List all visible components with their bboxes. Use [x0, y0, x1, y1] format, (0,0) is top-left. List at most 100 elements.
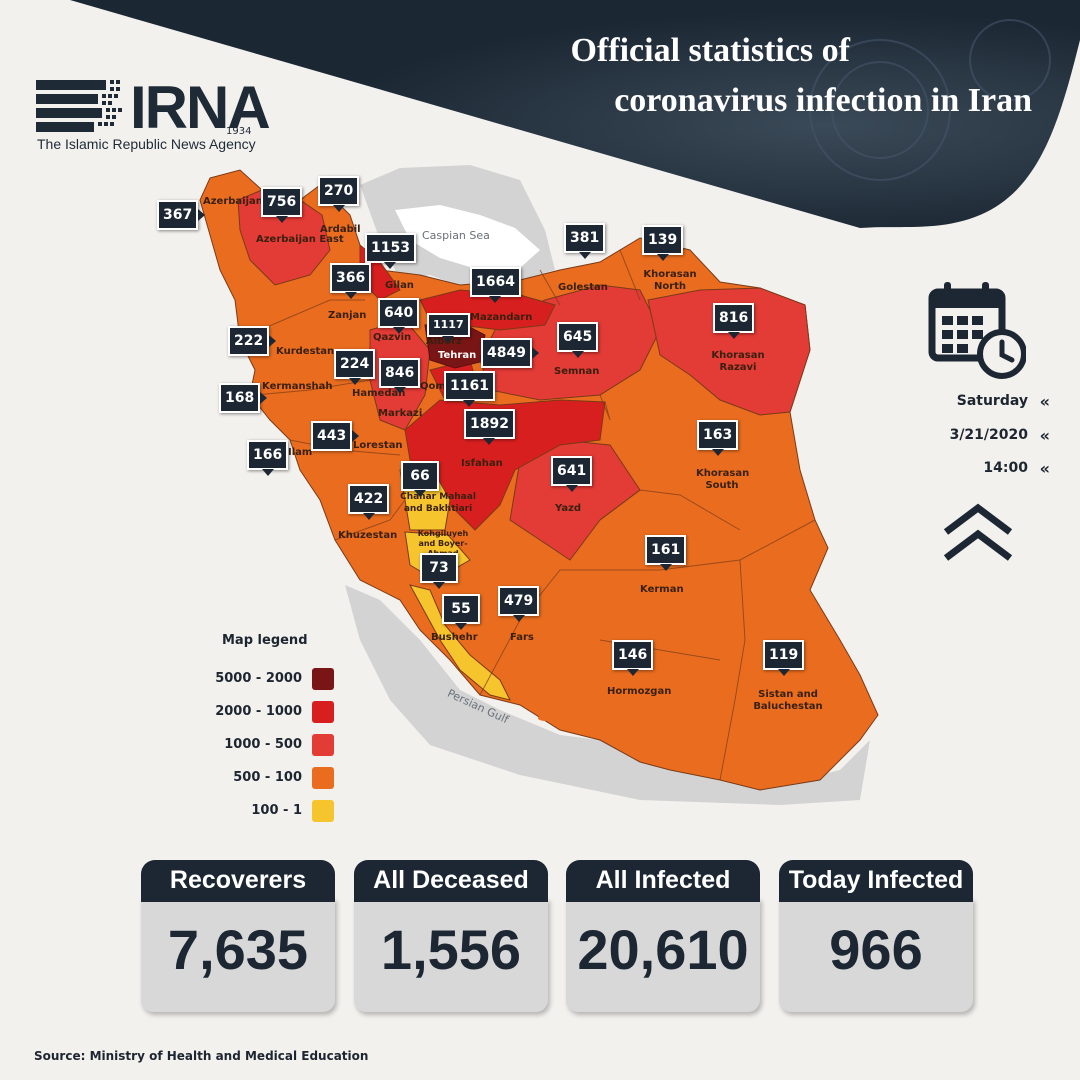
iran-map [199, 165, 879, 805]
title-line-2: coronavirus infection in Iran [614, 82, 1032, 119]
case-count-badge: 55 [442, 594, 480, 630]
case-count-badge: 146 [612, 640, 654, 676]
time-value: 14:00 [983, 460, 1028, 476]
case-count-badge: 119 [763, 640, 805, 676]
legend-range: 2000 - 1000 [215, 704, 302, 719]
province-label: Khuzestan [338, 530, 398, 541]
case-count-badge: 640 [378, 298, 420, 334]
stat-card-all-infected: 20,610 All Infected [566, 860, 760, 1012]
stat-value: 966 [779, 898, 973, 1012]
case-count-badge: 367 [157, 200, 206, 230]
case-count-badge: 161 [645, 535, 687, 571]
date-day: Saturday [956, 393, 1028, 409]
stat-card-recoverers: 7,635 Recoverers [141, 860, 335, 1012]
legend-swatch [312, 766, 334, 789]
stat-value: 1,556 [354, 898, 548, 1012]
case-count-badge: 641 [551, 456, 593, 492]
case-count-badge: 4849 [481, 338, 539, 368]
case-count-badge: 1117 [427, 313, 470, 343]
case-count-badge: 1153 [365, 233, 416, 269]
province-label: Khorasan North [643, 269, 697, 292]
case-count-badge: 1664 [470, 267, 521, 303]
stat-label: Recoverers [141, 860, 335, 902]
neighbour-land-south [345, 585, 870, 805]
case-count-badge: 846 [379, 358, 421, 394]
legend-item: 5000 - 2000 [208, 662, 334, 695]
province-label: Tehran [438, 350, 477, 361]
case-count-badge: 222 [228, 326, 277, 356]
province-label: Qom [420, 381, 446, 392]
province-label: Kerman [640, 584, 684, 595]
province-label: Fars [510, 632, 534, 643]
stat-label: Today Infected [779, 860, 973, 902]
case-count-badge: 139 [642, 225, 684, 261]
province-label: Gilan [385, 280, 414, 291]
province-label: Kurdestan [276, 346, 335, 357]
stat-card-all-deceased: 1,556 All Deceased [354, 860, 548, 1012]
province-label: Semnan [554, 366, 600, 377]
case-count-badge: 168 [219, 383, 268, 413]
case-count-badge: 366 [330, 263, 372, 299]
legend-swatch [312, 667, 334, 690]
irna-emblem-icon [36, 80, 122, 132]
date-value: 3/21/2020 [949, 427, 1028, 443]
legend-item: 100 - 1 [208, 794, 334, 827]
province-label: Bushehr [431, 632, 478, 643]
province-label: Yazd [555, 503, 582, 514]
case-count-badge: 443 [311, 421, 360, 451]
case-count-badge: 479 [498, 586, 540, 622]
case-count-badge: 422 [348, 484, 390, 520]
legend-title: Map legend [222, 633, 308, 648]
stat-card-today-infected: 966 Today Infected [779, 860, 973, 1012]
province-label: Ardabil [320, 224, 361, 235]
province-label: Golestan [558, 282, 608, 293]
region-khorasan-razavi [647, 287, 811, 416]
province-label: Khorasan Razavi [711, 350, 765, 373]
double-chevron-left-icon: « [1039, 426, 1050, 445]
legend-swatch [312, 733, 334, 756]
logo-year: 1934 [226, 126, 252, 137]
case-count-badge: 645 [557, 322, 599, 358]
legend-range: 1000 - 500 [224, 737, 302, 752]
case-count-badge: 816 [713, 303, 755, 339]
header-banner [70, 0, 1080, 228]
legend-range: 5000 - 2000 [215, 671, 302, 686]
case-count-badge: 381 [564, 223, 606, 259]
province-label: Mazandarn [470, 312, 533, 323]
case-count-badge: 270 [318, 176, 360, 212]
province-label: Hamedan [352, 388, 406, 399]
province-label: Azerbaijan West [203, 196, 295, 207]
logo-wordmark: IRNA [130, 74, 271, 141]
province-label: Hormozgan [607, 686, 672, 697]
case-count-badge: 756 [261, 187, 303, 223]
double-chevron-left-icon: « [1039, 392, 1050, 411]
caspian-sea-shape [395, 205, 540, 270]
double-chevron-up-icon [943, 503, 1013, 561]
legend-swatch [312, 799, 334, 822]
logo-subtitle: The Islamic Republic News Agency [37, 136, 256, 152]
caspian-sea-label: Caspian Sea [422, 229, 490, 242]
case-count-badge: 166 [247, 440, 289, 476]
province-label: Lorestan [353, 440, 403, 451]
case-count-badge: 163 [697, 420, 739, 456]
region-bushehr [409, 584, 511, 701]
stat-label: All Infected [566, 860, 760, 902]
legend-range: 500 - 100 [233, 770, 302, 785]
case-count-badge: 1161 [444, 371, 495, 407]
case-count-badge: 73 [420, 553, 458, 589]
province-label: Khorasan South [696, 468, 750, 491]
legend-range: 100 - 1 [251, 803, 302, 818]
legend-item: 500 - 100 [208, 761, 334, 794]
double-chevron-left-icon: « [1039, 459, 1050, 478]
province-label: Azerbaijan East [256, 234, 344, 245]
province-label: Zanjan [328, 310, 367, 321]
source-note: Source: Ministry of Health and Medical E… [34, 1049, 369, 1063]
stat-value: 7,635 [141, 898, 335, 1012]
province-label: Ilam [288, 447, 313, 458]
legend-swatch [312, 700, 334, 723]
case-count-badge: 224 [334, 349, 376, 385]
legend-item: 2000 - 1000 [208, 695, 334, 728]
case-count-badge: 1892 [464, 409, 515, 445]
province-label: Qazvin [373, 332, 412, 343]
legend-item: 1000 - 500 [208, 728, 334, 761]
